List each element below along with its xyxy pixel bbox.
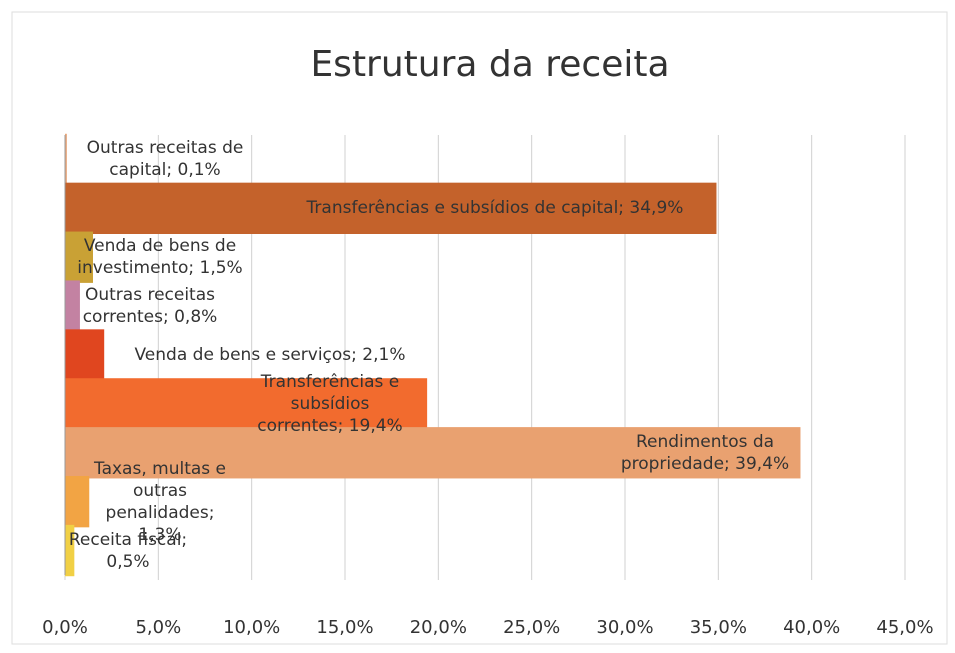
- x-tick-label: 0,0%: [42, 617, 88, 638]
- x-tick-label: 25,0%: [503, 617, 560, 638]
- data-label: Receita fiscal; 0,5%: [68, 529, 188, 572]
- bar: [65, 280, 80, 332]
- x-tick-label: 10,0%: [223, 617, 280, 638]
- x-tick-label: 20,0%: [410, 617, 467, 638]
- x-tick-label: 45,0%: [876, 617, 933, 638]
- data-label: Venda de bens e serviços; 2,1%: [134, 345, 406, 365]
- bar: [65, 524, 75, 577]
- data-label: Venda de bens de investimento; 1,5%: [77, 236, 243, 279]
- bar: [65, 427, 801, 479]
- x-tick-label: 5,0%: [135, 617, 181, 638]
- bar: [65, 329, 105, 381]
- bar: [65, 182, 717, 234]
- bar: [65, 476, 90, 528]
- x-tick-label: 15,0%: [316, 617, 373, 638]
- bar: [65, 133, 67, 186]
- bar: [65, 378, 428, 430]
- data-label: Rendimentos da propriedade; 39,4%: [620, 431, 790, 474]
- chart-border: [11, 11, 948, 645]
- chart-title: Estrutura da receita: [310, 44, 669, 85]
- x-tick-label: 35,0%: [690, 617, 747, 638]
- data-label: Outras receitas correntes; 0,8%: [82, 285, 218, 328]
- bar: [65, 231, 93, 283]
- data-label: Transferências e subsídios de capital; 3…: [306, 198, 684, 219]
- x-tick-label: 40,0%: [783, 617, 840, 638]
- data-label: Outras receitas de capital; 0,1%: [86, 138, 244, 181]
- data-label: Taxas, multas e outras penalidades; 1,3%: [94, 458, 226, 545]
- x-tick-label: 30,0%: [596, 617, 653, 638]
- data-label: Transferências e subsídios correntes; 19…: [257, 371, 403, 436]
